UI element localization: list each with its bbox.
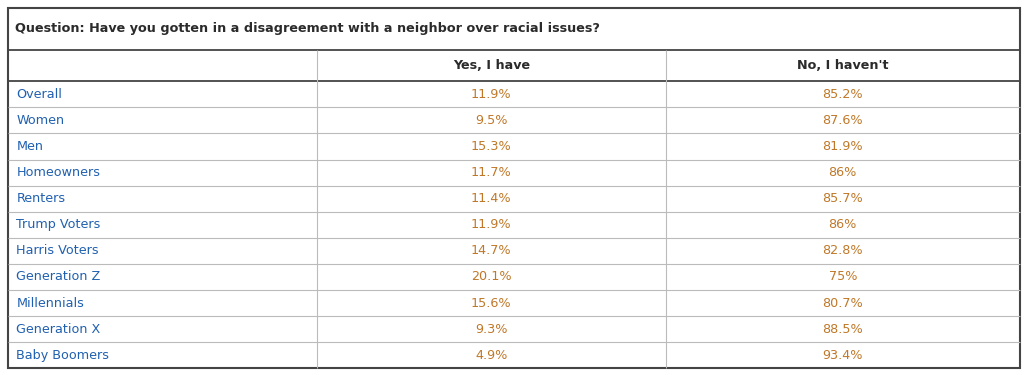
Text: 9.3%: 9.3% — [475, 322, 508, 336]
Text: 82.8%: 82.8% — [822, 244, 864, 257]
Text: 81.9%: 81.9% — [822, 140, 864, 153]
Text: 20.1%: 20.1% — [471, 270, 512, 284]
Text: 88.5%: 88.5% — [822, 322, 864, 336]
Text: 85.7%: 85.7% — [822, 192, 864, 205]
Text: 11.9%: 11.9% — [471, 218, 512, 231]
Text: Men: Men — [16, 140, 43, 153]
Text: 11.4%: 11.4% — [471, 192, 512, 205]
Text: 4.9%: 4.9% — [475, 349, 508, 362]
Text: 75%: 75% — [829, 270, 857, 284]
Text: Overall: Overall — [16, 88, 63, 101]
Text: Question: Have you gotten in a disagreement with a neighbor over racial issues?: Question: Have you gotten in a disagreem… — [15, 22, 600, 36]
Text: Generation X: Generation X — [16, 322, 101, 336]
Text: 80.7%: 80.7% — [822, 297, 864, 309]
Text: No, I haven't: No, I haven't — [797, 59, 888, 72]
Text: 11.9%: 11.9% — [471, 88, 512, 101]
Text: 86%: 86% — [829, 218, 857, 231]
Text: 93.4%: 93.4% — [822, 349, 862, 362]
Text: Harris Voters: Harris Voters — [16, 244, 99, 257]
Text: 11.7%: 11.7% — [471, 166, 512, 179]
Text: Millennials: Millennials — [16, 297, 84, 309]
Text: 86%: 86% — [829, 166, 857, 179]
Text: 87.6%: 87.6% — [822, 114, 864, 127]
Text: 15.6%: 15.6% — [471, 297, 512, 309]
Text: 14.7%: 14.7% — [471, 244, 512, 257]
Text: Baby Boomers: Baby Boomers — [16, 349, 109, 362]
Text: Trump Voters: Trump Voters — [16, 218, 101, 231]
Text: Generation Z: Generation Z — [16, 270, 101, 284]
Text: Yes, I have: Yes, I have — [452, 59, 529, 72]
Text: 9.5%: 9.5% — [475, 114, 508, 127]
Text: Renters: Renters — [16, 192, 66, 205]
Text: 85.2%: 85.2% — [822, 88, 864, 101]
Text: Homeowners: Homeowners — [16, 166, 101, 179]
Text: Women: Women — [16, 114, 65, 127]
Text: 15.3%: 15.3% — [471, 140, 512, 153]
